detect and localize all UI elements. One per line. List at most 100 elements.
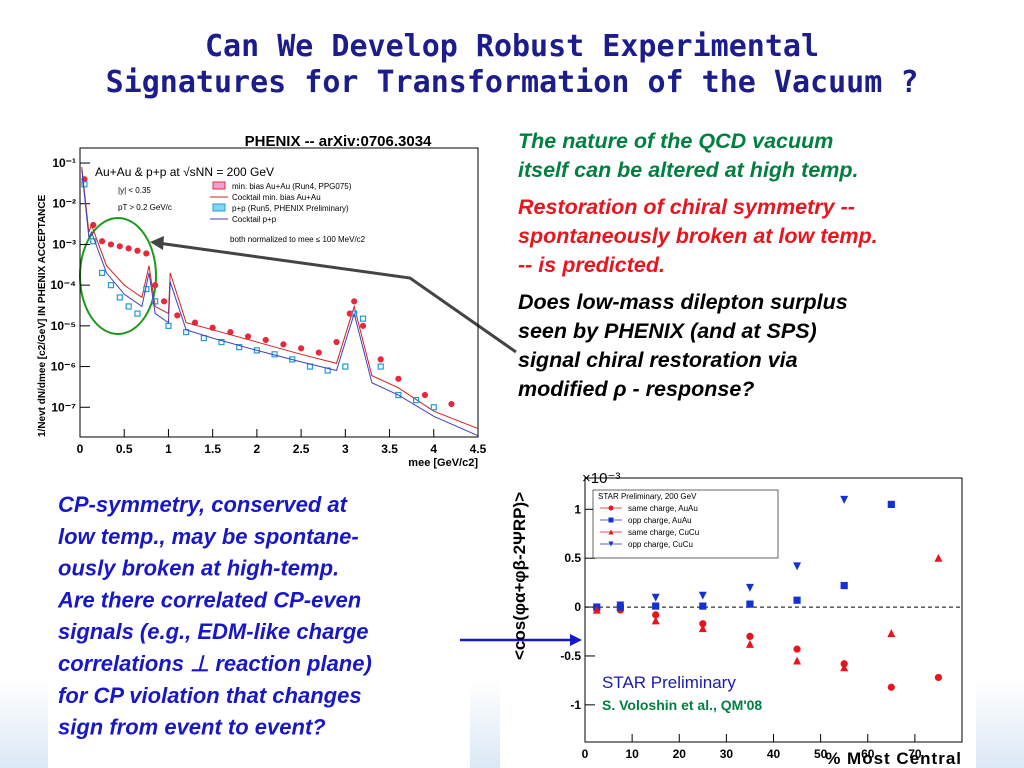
data-point [887,629,896,638]
box-line: ously broken at high-temp. [58,556,339,581]
x-tick-label: 40 [767,747,781,761]
data-point [652,602,660,610]
phenix-panel [80,148,480,440]
y-tick-label: 10⁻² [52,197,76,211]
y-tick-label: 0.5 [564,551,581,565]
data-point [840,663,849,672]
x-tick-label: 50 [814,747,828,761]
data-point [160,298,168,305]
data-point [280,341,287,348]
y-tick-label: 10⁻⁵ [51,319,76,333]
legend-marker [608,505,614,511]
box-line: correlations ⊥ reaction plane) [58,651,372,676]
legend-title: STAR Preliminary, 200 GeV [598,492,697,501]
x-tick-label: 0 [582,747,589,761]
data-point [746,632,754,641]
data-point [793,645,801,653]
data-point [448,400,455,408]
y-tick-label: -0.5 [560,649,581,663]
data-point [236,344,243,351]
data-point [134,247,141,254]
data-point [745,583,754,592]
x-tick-label: 4 [430,442,437,456]
data-point [81,181,88,188]
legend-swatch [212,203,226,212]
box-line: for CP violation that changes [58,683,362,708]
y-tick-label: -1 [570,698,581,712]
data-point [99,269,106,276]
data-point [125,303,132,310]
data-point [840,495,849,504]
box-line: Are there correlated CP-even [57,587,361,612]
legend-label: min. bias Au+Au (Run4, PPG075) [232,182,352,191]
paragraph-line: Restoration of chiral symmetry -- [518,195,855,219]
paragraph-line: The nature of the QCD vacuum [518,129,833,153]
x-tick-label: 4.5 [470,442,487,456]
x-tick-label: 30 [720,747,734,761]
y-tick-label: 1 [574,502,581,516]
data-point [143,250,150,257]
x-axis-label: % Most Central [825,749,962,768]
data-point [377,356,384,363]
series-line [81,169,479,437]
data-point [351,310,358,317]
data-point [116,294,123,301]
data-point [651,616,660,625]
x-tick-label: 2.5 [293,442,310,456]
data-point [793,656,802,665]
data-point [342,363,349,370]
data-point [746,600,754,608]
data-point [840,581,848,590]
pointer-head [150,236,164,250]
legend-label: p+p (Run5, PHENIX Preliminary) [232,204,349,213]
paragraph-line: signal chiral restoration via [518,348,798,372]
data-point [887,683,895,691]
annotation: S. Voloshin et al., QM'08 [602,697,762,713]
box-line: signals (e.g., EDM-like charge [58,619,369,644]
legend-label: same charge, CuCu [628,528,699,537]
paragraph-line: seen by PHENIX (and at SPS) [518,319,817,343]
data-point [134,310,141,317]
data-point [90,238,97,245]
data-point [152,298,159,305]
content: Can We Develop Robust ExperimentalSignat… [37,29,963,768]
annotation: Au+Au & p+p at √sNN = 200 GeV [95,165,274,179]
y-axis-label: <cos(φα+φβ-2ΨRP)> [510,492,529,660]
data-point [698,591,707,600]
legend-marker [608,541,614,547]
data-point [359,315,367,322]
data-point [934,553,943,562]
series-line [81,166,479,430]
legend-swatch [212,181,226,190]
y-axis-label: 1/Nevt dN/dmee [c2/GeV] IN PHENIX ACCEPT… [37,194,48,437]
annotation: |y| < 0.35 [118,186,151,195]
annotation: both normalized to mee ≤ 100 MeV/c2 [230,235,366,244]
data-point [395,391,402,399]
y-tick-label: 10⁻³ [52,237,76,251]
box-line: CP-symmetry, conserved at [58,492,349,517]
y-tick-label: 0 [574,600,581,614]
data-point [793,596,801,604]
data-point [395,375,402,382]
data-point [745,639,754,648]
box-line: low temp., may be spontane- [58,524,359,549]
x-tick-label: 0 [77,442,84,456]
y-tick-label: 10⁻⁴ [50,278,76,292]
data-point [174,312,181,319]
data-point [116,243,123,250]
data-point [333,338,340,346]
data-point [253,347,260,354]
data-point [298,345,305,352]
legend-label: Cocktail p+p [232,215,277,224]
legend-label: Cocktail min. bias Au+Au [232,193,321,202]
plot-frame [79,147,479,438]
y-tick-label: 10⁻¹ [52,156,76,170]
slide-title: Can We Develop Robust Experimental [205,29,819,64]
data-point [616,601,625,610]
x-tick-label: 60 [861,747,875,761]
annotation: STAR Preliminary [602,673,736,692]
text-box [48,485,470,768]
paragraph-line: spontaneously broken at low temp. [518,224,878,248]
data-point [165,322,172,329]
